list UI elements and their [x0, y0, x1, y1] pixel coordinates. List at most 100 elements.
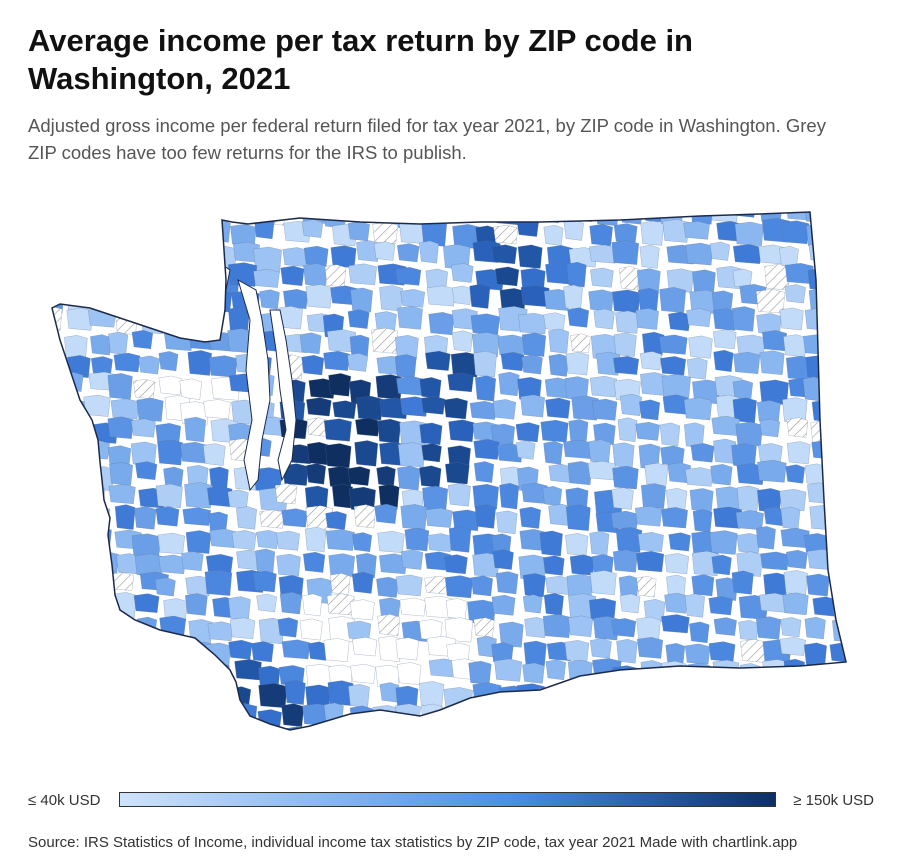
zip-region[interactable]: [185, 593, 208, 616]
zip-region[interactable]: [108, 331, 129, 355]
zip-region[interactable]: [661, 614, 690, 634]
zip-region[interactable]: [283, 289, 309, 310]
zip-region[interactable]: [543, 555, 565, 576]
zip-region[interactable]: [184, 687, 208, 711]
zip-region[interactable]: [856, 220, 885, 245]
zip-region[interactable]: [284, 679, 306, 705]
zip-region[interactable]: [444, 617, 474, 643]
zip-region[interactable]: [85, 266, 112, 291]
zip-region[interactable]: [852, 483, 878, 502]
zip-region[interactable]: [451, 263, 474, 283]
zip-region[interactable]: [376, 576, 399, 598]
zip-region[interactable]: [712, 659, 740, 679]
zip-region[interactable]: [827, 551, 847, 572]
zip-region[interactable]: [491, 709, 512, 734]
zip-region[interactable]: [638, 443, 661, 470]
zip-region[interactable]: [40, 643, 62, 667]
zip-region[interactable]: [660, 705, 681, 726]
zip-region[interactable]: [37, 508, 59, 533]
zip-region[interactable]: [615, 527, 643, 553]
zip-region[interactable]: [107, 619, 129, 644]
zip-region[interactable]: [299, 332, 322, 355]
zip-region[interactable]: [135, 461, 158, 481]
zip-region[interactable]: [589, 223, 613, 247]
zip-region[interactable]: [782, 397, 808, 424]
zip-region[interactable]: [257, 709, 282, 729]
zip-region[interactable]: [610, 510, 639, 530]
zip-region[interactable]: [637, 532, 664, 553]
zip-region[interactable]: [37, 659, 66, 684]
zip-region[interactable]: [683, 221, 710, 240]
zip-region[interactable]: [330, 245, 357, 269]
zip-region[interactable]: [854, 731, 875, 754]
zip-region[interactable]: [661, 374, 691, 400]
zip-region[interactable]: [860, 464, 886, 488]
zip-region[interactable]: [208, 355, 238, 378]
zip-region[interactable]: [713, 349, 734, 372]
zip-region[interactable]: [538, 200, 561, 224]
zip-region[interactable]: [612, 465, 639, 490]
zip-region[interactable]: [851, 418, 874, 438]
zip-region[interactable]: [731, 684, 751, 706]
zip-region[interactable]: [163, 466, 184, 488]
zip-region[interactable]: [612, 549, 638, 573]
zip-region[interactable]: [661, 660, 687, 688]
zip-region[interactable]: [282, 463, 309, 486]
zip-region[interactable]: [540, 730, 562, 749]
zip-region[interactable]: [59, 508, 84, 533]
zip-region[interactable]: [155, 506, 180, 527]
zip-region[interactable]: [395, 637, 419, 661]
zip-region[interactable]: [665, 488, 688, 511]
zip-region[interactable]: [425, 507, 453, 528]
zip-region[interactable]: [419, 465, 442, 488]
zip-region[interactable]: [397, 662, 422, 685]
zip-region[interactable]: [230, 224, 257, 247]
zip-region[interactable]: [619, 203, 644, 225]
zip-region[interactable]: [325, 529, 355, 551]
zip-region[interactable]: [829, 222, 849, 245]
zip-region[interactable]: [853, 331, 876, 356]
zip-region[interactable]: [644, 462, 669, 486]
zip-region[interactable]: [806, 573, 830, 597]
zip-region[interactable]: [493, 224, 519, 245]
zip-region[interactable]: [637, 288, 659, 312]
zip-region[interactable]: [38, 305, 63, 331]
zip-region[interactable]: [517, 244, 543, 269]
zip-region[interactable]: [639, 399, 661, 421]
zip-region[interactable]: [567, 659, 593, 685]
zip-region[interactable]: [711, 415, 740, 436]
zip-region[interactable]: [592, 704, 614, 729]
zip-region[interactable]: [567, 307, 590, 328]
zip-region[interactable]: [157, 439, 184, 466]
zip-region[interactable]: [132, 218, 159, 242]
zip-region[interactable]: [811, 440, 838, 460]
zip-region[interactable]: [738, 706, 767, 728]
zip-region[interactable]: [474, 504, 496, 529]
zip-region[interactable]: [759, 418, 781, 438]
zip-region[interactable]: [563, 726, 584, 746]
zip-region[interactable]: [114, 504, 136, 530]
zip-region[interactable]: [348, 486, 376, 512]
zip-region[interactable]: [179, 378, 203, 400]
zip-region[interactable]: [475, 703, 497, 729]
zip-region[interactable]: [833, 511, 855, 534]
zip-region[interactable]: [827, 200, 849, 221]
zip-region[interactable]: [616, 639, 638, 664]
zip-region[interactable]: [855, 307, 878, 329]
zip-region[interactable]: [498, 371, 520, 397]
zip-region[interactable]: [377, 530, 405, 554]
zip-region[interactable]: [860, 640, 885, 664]
zip-region[interactable]: [588, 289, 614, 312]
zip-region[interactable]: [281, 508, 308, 528]
zip-region[interactable]: [786, 417, 809, 438]
zip-region[interactable]: [590, 267, 614, 288]
zip-region[interactable]: [568, 615, 594, 638]
zip-region[interactable]: [683, 422, 705, 449]
zip-region[interactable]: [355, 553, 377, 579]
zip-region[interactable]: [306, 397, 332, 417]
zip-region[interactable]: [301, 219, 324, 238]
zip-region[interactable]: [36, 619, 64, 642]
zip-region[interactable]: [611, 240, 640, 265]
zip-region[interactable]: [542, 614, 572, 639]
zip-region[interactable]: [716, 705, 737, 725]
